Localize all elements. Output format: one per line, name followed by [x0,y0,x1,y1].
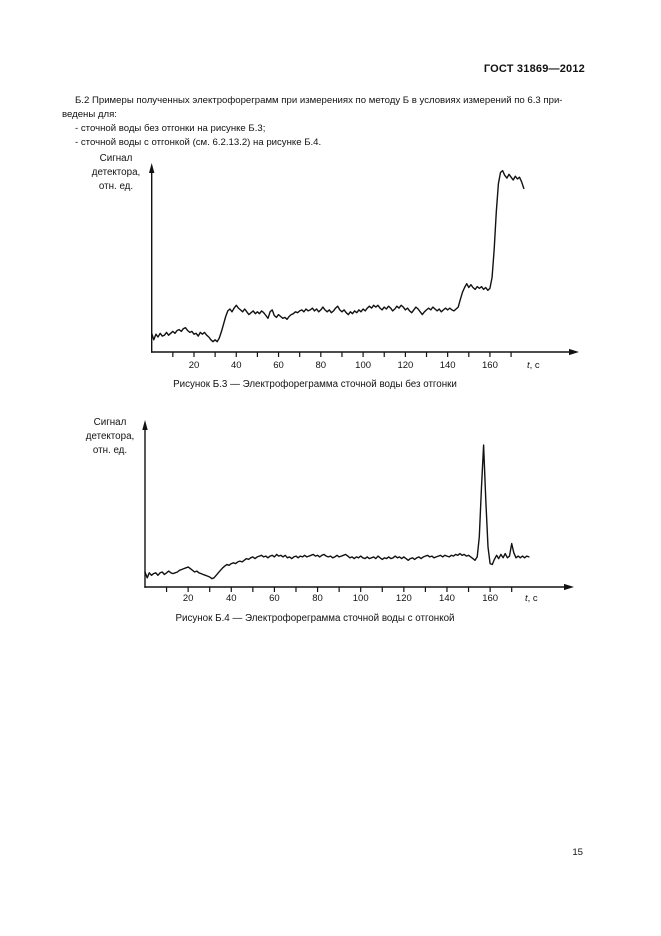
x-axis-tick-label: 20 [183,593,194,604]
x-axis-tick-label: 80 [316,360,327,371]
list-item-with-distillation: - сточной воды с отгонкой (см. 6.2.13.2)… [75,137,322,148]
y-axis-arrow-icon [142,420,148,430]
paragraph-b2: Б.2 Примеры полученных электрофореграмм … [62,94,600,150]
x-axis-tick-label: 80 [312,593,323,604]
y-axis-label-line: детектора, [91,167,141,178]
electropherogram-chart-b3: 20 40 60 80 100 120 140 160 t, с [149,163,579,371]
page-number: 15 [572,847,583,858]
y-axis-label-fig-b3: Сигнал детектора, отн. ед. [84,152,148,194]
x-axis-tick-label: 140 [439,593,455,604]
y-axis-label-fig-b4: Сигнал детектора, отн. ед. [78,416,142,458]
x-axis-tick-label: 60 [269,593,280,604]
y-axis-label-line: отн. ед. [98,181,134,192]
y-axis-label-line: Сигнал [93,417,127,428]
paragraph-line-2: ведены для: [62,109,117,120]
y-axis-label-line: отн. ед. [92,445,128,456]
x-axis-tick-label: 60 [273,360,284,371]
x-axis-tick-label: 160 [482,593,498,604]
x-axis-arrow-icon [564,583,574,591]
x-axis-tick-label: 140 [440,360,456,371]
signal-trace [150,169,525,343]
y-axis-label-line: детектора, [85,431,135,442]
x-axis-tick-label: 120 [397,360,413,371]
document-header-gost-number: ГОСТ 31869—2012 [483,63,585,75]
x-axis-tick-label: 160 [482,360,498,371]
paragraph-line-1: Б.2 Примеры полученных электрофореграмм … [75,95,563,106]
x-axis-tick-label: 120 [396,593,412,604]
x-axis-tick-label: 100 [353,593,369,604]
y-axis-label-line: Сигнал [99,153,133,164]
x-axis-arrow-icon [569,348,579,356]
x-axis-tick-label: 40 [226,593,237,604]
electropherogram-chart-b4: 20 40 60 80 100 120 140 160 t, с [142,420,574,604]
y-axis-arrow-icon [149,163,155,173]
list-item-without-distillation: - сточной воды без отгонки на рисунке Б.… [75,123,266,134]
x-axis-tick-label: 100 [355,360,371,371]
x-axis-title: t, с [525,593,538,604]
x-axis-title: t, с [527,360,540,371]
figure-caption-b3: Рисунок Б.3 — Электрофореграмма сточной … [173,379,457,390]
figure-caption-b4: Рисунок Б.4 — Электрофореграмма сточной … [175,613,455,624]
signal-trace [144,444,530,580]
x-axis-tick-label: 20 [189,360,200,371]
x-axis-tick-label: 40 [231,360,242,371]
